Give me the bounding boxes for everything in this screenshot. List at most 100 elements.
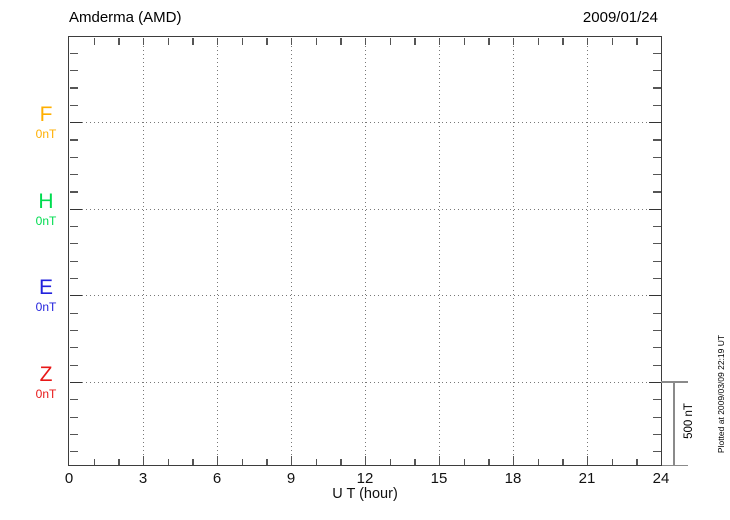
x-tick-bottom bbox=[389, 458, 391, 465]
y-tick-right bbox=[653, 52, 661, 54]
x-tick-bottom bbox=[192, 458, 194, 465]
y-tick-right bbox=[653, 364, 661, 366]
y-tick-right bbox=[653, 243, 661, 245]
x-tick-bottom bbox=[537, 458, 539, 465]
station-title: Amderma (AMD) bbox=[69, 9, 182, 26]
x-tick-top bbox=[389, 38, 391, 45]
vertical-gridline bbox=[365, 38, 366, 464]
y-tick-right bbox=[653, 225, 661, 228]
x-tick-bottom bbox=[439, 455, 441, 465]
y-tick-right bbox=[653, 312, 661, 314]
y-tick-left bbox=[69, 70, 78, 72]
y-tick-right bbox=[653, 173, 661, 176]
x-tick-label: 18 bbox=[504, 470, 522, 487]
x-tick-top bbox=[488, 38, 490, 45]
vertical-gridline bbox=[291, 38, 292, 464]
x-tick-top bbox=[217, 38, 219, 45]
x-tick-top bbox=[537, 38, 539, 45]
x-tick-label: 21 bbox=[578, 470, 596, 487]
x-tick-bottom bbox=[217, 455, 219, 465]
x-tick-bottom bbox=[118, 458, 120, 465]
x-tick-top bbox=[439, 38, 441, 45]
x-tick-bottom bbox=[611, 458, 613, 465]
y-tick-left bbox=[69, 156, 78, 158]
x-tick-top bbox=[315, 38, 317, 45]
y-tick-left bbox=[69, 277, 78, 280]
scale-bar-label: 500 nT bbox=[683, 403, 695, 439]
scale-bar-line bbox=[673, 381, 675, 465]
y-tick-left bbox=[69, 52, 78, 54]
vertical-gridline bbox=[439, 38, 440, 464]
y-tick-right bbox=[649, 122, 661, 124]
baseline-gridline bbox=[70, 122, 660, 123]
y-tick-right bbox=[653, 156, 661, 158]
x-tick-bottom bbox=[340, 458, 342, 465]
x-tick-top bbox=[118, 38, 120, 45]
y-tick-left bbox=[69, 173, 78, 176]
x-tick-top bbox=[365, 38, 367, 45]
y-tick-right bbox=[649, 295, 661, 297]
x-tick-top bbox=[414, 38, 416, 45]
x-tick-bottom bbox=[488, 458, 490, 465]
y-tick-right bbox=[653, 451, 661, 453]
x-tick-bottom bbox=[241, 458, 243, 465]
channel-value-e: 0nT bbox=[35, 300, 57, 315]
x-tick-bottom bbox=[167, 458, 169, 465]
y-tick-left bbox=[69, 191, 78, 193]
x-tick-label: 15 bbox=[430, 470, 448, 487]
x-tick-bottom bbox=[587, 455, 589, 465]
baseline-gridline bbox=[70, 295, 660, 297]
x-tick-bottom bbox=[414, 458, 416, 465]
y-tick-left bbox=[69, 225, 78, 228]
y-tick-left bbox=[69, 364, 78, 366]
y-tick-right bbox=[653, 277, 661, 280]
x-tick-bottom bbox=[513, 455, 515, 465]
plotted-at-note: Plotted at 2009/03/09 22:19 UT bbox=[716, 334, 726, 454]
x-tick-label: 24 bbox=[652, 470, 670, 487]
y-tick-left bbox=[69, 347, 78, 349]
x-tick-top bbox=[636, 38, 638, 45]
scale-bar-top-cap bbox=[661, 381, 688, 383]
y-tick-right bbox=[653, 416, 661, 418]
x-tick-bottom bbox=[291, 455, 293, 465]
x-tick-top bbox=[143, 38, 145, 45]
channel-label-e: E bbox=[38, 276, 53, 300]
channel-value-z: 0nT bbox=[35, 387, 57, 401]
x-tick-bottom bbox=[636, 458, 638, 465]
y-tick-right bbox=[649, 381, 661, 384]
x-tick-top bbox=[340, 38, 342, 45]
x-tick-label: 6 bbox=[212, 470, 222, 487]
y-tick-right bbox=[653, 399, 661, 401]
y-tick-left bbox=[69, 208, 82, 210]
x-tick-label: 12 bbox=[356, 470, 374, 487]
y-tick-right bbox=[653, 139, 661, 141]
x-tick-bottom bbox=[266, 458, 268, 465]
y-tick-right bbox=[653, 347, 661, 349]
x-tick-top bbox=[93, 38, 95, 45]
x-tick-top bbox=[291, 38, 293, 45]
x-tick-bottom bbox=[463, 458, 465, 465]
y-tick-left bbox=[69, 104, 78, 106]
y-tick-left bbox=[69, 243, 78, 245]
x-tick-bottom bbox=[143, 455, 145, 465]
vertical-gridline bbox=[143, 38, 144, 464]
y-tick-right bbox=[653, 87, 661, 89]
x-tick-bottom bbox=[562, 458, 564, 465]
y-tick-left bbox=[69, 312, 78, 314]
x-tick-label: 3 bbox=[138, 470, 148, 487]
y-tick-left bbox=[69, 122, 82, 124]
vertical-gridline bbox=[217, 38, 218, 464]
x-tick-top bbox=[611, 38, 613, 45]
y-tick-right bbox=[649, 208, 661, 210]
y-tick-right bbox=[653, 260, 661, 262]
x-tick-top bbox=[463, 38, 465, 45]
date-label: 2009/01/24 bbox=[582, 9, 658, 26]
x-tick-top bbox=[167, 38, 169, 45]
y-tick-left bbox=[69, 451, 78, 453]
channel-label-f: F bbox=[39, 103, 53, 126]
vertical-gridline bbox=[587, 38, 588, 464]
x-tick-top bbox=[513, 38, 515, 45]
channel-label-z: Z bbox=[39, 363, 53, 386]
y-tick-left bbox=[69, 260, 78, 262]
